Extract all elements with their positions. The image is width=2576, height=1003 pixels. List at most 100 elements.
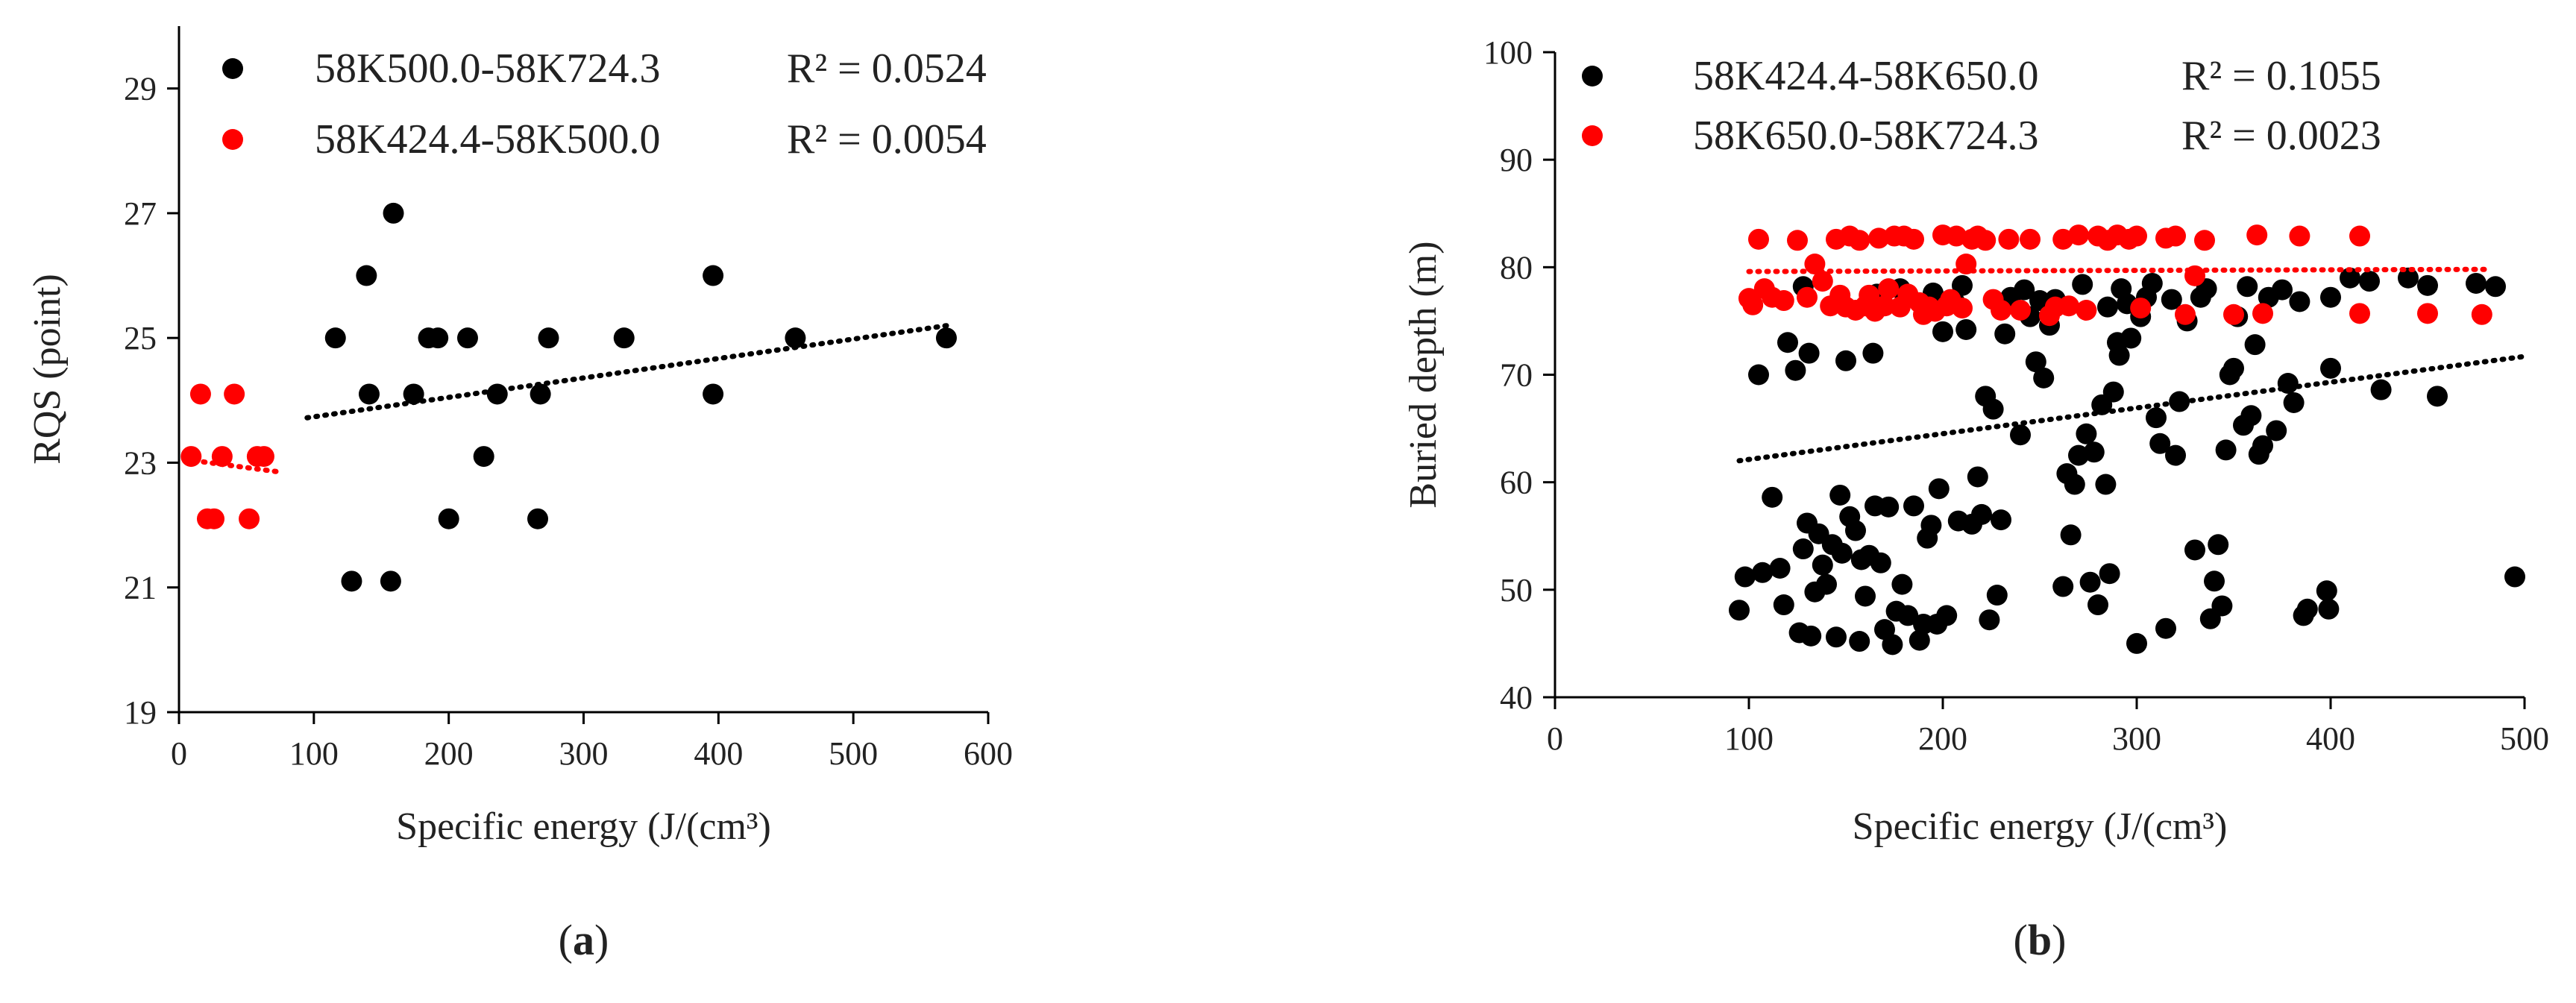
legend-r2: R² = 0.0023 [2181, 113, 2381, 159]
data-point [1855, 585, 1876, 607]
data-point [1909, 629, 1930, 651]
data-point [1952, 274, 1973, 296]
data-point [1897, 605, 1919, 626]
data-point [2126, 225, 2147, 247]
data-point [2099, 563, 2120, 585]
x-tick-label: 100 [1724, 720, 1774, 757]
y-tick-label: 100 [1483, 34, 1533, 71]
data-point [1798, 342, 1820, 364]
data-point [2244, 334, 2266, 356]
data-point [2149, 433, 2171, 454]
series-1 [1729, 267, 2525, 655]
data-point [703, 383, 724, 405]
data-point [1748, 228, 1769, 250]
data-point [456, 327, 478, 349]
data-point [2064, 474, 2085, 495]
data-point [1952, 298, 1973, 319]
data-point [341, 570, 362, 592]
y-tick-label: 27 [124, 195, 157, 232]
x-tick-label: 600 [964, 735, 1013, 772]
data-point [2466, 272, 2487, 294]
legend-r2: R² = 0.0054 [787, 116, 987, 163]
data-point [1835, 350, 1856, 371]
data-point [486, 383, 508, 405]
y-axis-title: Buried depth (m) [1402, 241, 1445, 508]
legend-r2: R² = 0.0524 [787, 45, 987, 92]
series-1 [324, 202, 957, 592]
data-point [1787, 230, 1808, 251]
x-tick-label: 0 [171, 735, 187, 772]
data-point [1773, 594, 1794, 616]
data-point [2427, 386, 2448, 407]
data-point [1797, 286, 1818, 308]
panel-label: (b) [2014, 916, 2067, 964]
trendline-series-1 [304, 322, 951, 421]
data-point [1826, 626, 1847, 648]
data-point [380, 570, 401, 592]
data-point [1932, 321, 1953, 342]
data-point [2252, 303, 2273, 324]
data-point [2058, 295, 2079, 317]
data-point [403, 383, 424, 405]
data-point [1849, 230, 1870, 251]
data-point [2370, 379, 2392, 400]
x-tick-label: 500 [829, 735, 878, 772]
data-point [2471, 304, 2492, 325]
data-point [1936, 605, 1958, 626]
data-point [1955, 318, 1977, 340]
data-point [2165, 444, 2186, 466]
chart-panel-b: 0 100 200 300 400 500 40 50 60 70 80 90 100 Specific … [1402, 34, 2549, 964]
legend-label: 58K424.4-58K650.0 [1693, 53, 2039, 99]
data-point [785, 327, 806, 349]
legend-r2: R² = 0.1055 [2181, 53, 2381, 99]
data-point [356, 265, 377, 286]
data-point [2349, 303, 2370, 324]
y-tick-label: 90 [1500, 142, 1533, 178]
trendline-series-2 [1746, 266, 2489, 274]
y-tick-label: 50 [1500, 572, 1533, 609]
data-point [2079, 571, 2101, 593]
data-point [2316, 580, 2337, 602]
data-point [2272, 279, 2293, 301]
data-point [2083, 441, 2105, 463]
data-point [2126, 632, 2147, 654]
legend: 58K424.4-58K650.0 R² = 0.1055 58K650.0-58K… [1582, 53, 2381, 159]
x-tick-label: 300 [2112, 720, 2161, 757]
data-point [473, 446, 494, 468]
data-point [1903, 228, 1924, 250]
data-point [1800, 625, 1822, 647]
x-tick-label: 100 [289, 735, 339, 772]
data-point [2076, 300, 2097, 321]
data-point [2246, 224, 2268, 246]
data-point [2240, 405, 2262, 427]
data-point [1785, 359, 1806, 381]
trendline-series-2 [183, 456, 283, 475]
data-point [1773, 290, 1794, 312]
chart-panel-a: 0 100 200 300 400 500 600 19 21 23 25 27 29 Specific … [26, 26, 1013, 964]
data-point [1792, 538, 1814, 560]
data-point [2398, 267, 2419, 289]
data-point [1849, 631, 1870, 653]
data-point [538, 327, 559, 349]
data-point [1882, 634, 1903, 655]
data-point [2087, 594, 2108, 616]
data-point [1874, 295, 1895, 317]
data-point [224, 383, 245, 405]
data-point [180, 446, 202, 468]
y-axis-title: RQS (point) [26, 274, 69, 465]
data-point [2052, 576, 2074, 597]
data-point [2283, 392, 2305, 413]
data-point [2223, 357, 2244, 379]
y-tick-label: 60 [1500, 465, 1533, 501]
data-point [1994, 323, 2016, 345]
data-point [1971, 503, 1992, 525]
legend-label: 58K650.0-58K724.3 [1693, 113, 2039, 159]
data-point [1816, 573, 1837, 595]
legend-marker [222, 58, 243, 79]
data-point [2252, 435, 2273, 456]
data-point [2359, 271, 2380, 292]
data-point [1891, 573, 1913, 595]
data-point [2102, 381, 2124, 403]
panel-label: (a) [559, 916, 609, 964]
